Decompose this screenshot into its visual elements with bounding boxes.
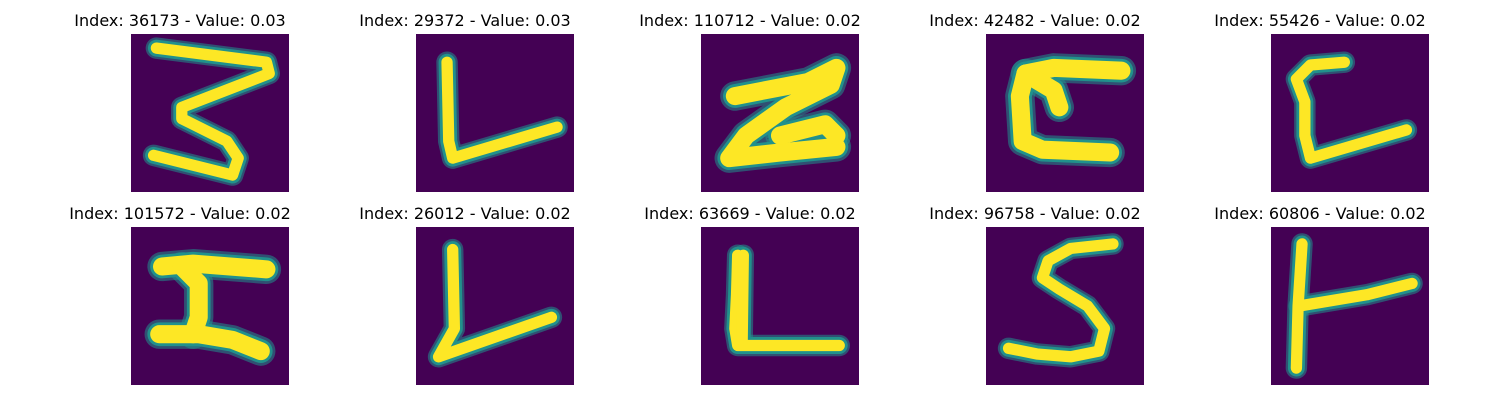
panel: Index: 110712 - Value: 0.02 <box>600 0 900 192</box>
panel: Index: 96758 - Value: 0.02 <box>885 193 1185 385</box>
panel-title: Index: 63669 - Value: 0.02 <box>644 204 856 223</box>
digit-image <box>1271 34 1429 192</box>
panel-title: Index: 26012 - Value: 0.02 <box>359 204 571 223</box>
panel: Index: 60806 - Value: 0.02 <box>1170 193 1470 385</box>
panel-title: Index: 110712 - Value: 0.02 <box>639 11 861 30</box>
panel: Index: 36173 - Value: 0.03 <box>30 0 330 192</box>
panel: Index: 63669 - Value: 0.02 <box>600 193 900 385</box>
panel-title: Index: 29372 - Value: 0.03 <box>359 11 571 30</box>
panel-title: Index: 101572 - Value: 0.02 <box>69 204 291 223</box>
digit-image <box>416 227 574 385</box>
digit-image <box>701 34 859 192</box>
panel-title: Index: 60806 - Value: 0.02 <box>1214 204 1426 223</box>
panel-title: Index: 96758 - Value: 0.02 <box>929 204 1141 223</box>
panel: Index: 55426 - Value: 0.02 <box>1170 0 1470 192</box>
panel: Index: 42482 - Value: 0.02 <box>885 0 1185 192</box>
digit-image <box>131 34 289 192</box>
panel-title: Index: 36173 - Value: 0.03 <box>74 11 286 30</box>
panel: Index: 26012 - Value: 0.02 <box>315 193 615 385</box>
digit-image <box>701 227 859 385</box>
panel-title: Index: 55426 - Value: 0.02 <box>1214 11 1426 30</box>
digit-image <box>416 34 574 192</box>
digit-image <box>1271 227 1429 385</box>
digit-image <box>131 227 289 385</box>
panel: Index: 101572 - Value: 0.02 <box>30 193 330 385</box>
panel: Index: 29372 - Value: 0.03 <box>315 0 615 192</box>
panel-title: Index: 42482 - Value: 0.02 <box>929 11 1141 30</box>
digit-image <box>986 227 1144 385</box>
digit-image <box>986 34 1144 192</box>
